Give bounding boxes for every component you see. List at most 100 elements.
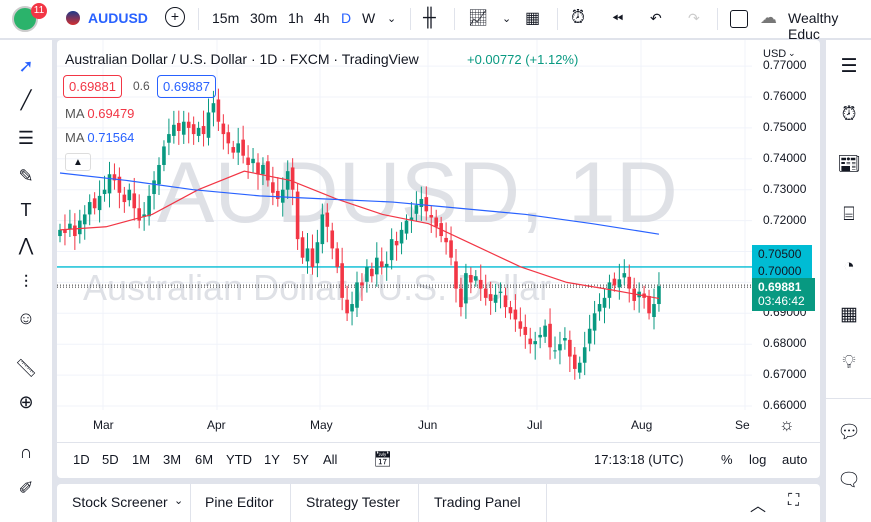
- alarm-clock-icon[interactable]: ⏰︎: [841, 104, 857, 125]
- hotlist-icon[interactable]: ⌸: [843, 204, 855, 225]
- calendar-icon[interactable]: ▦: [840, 304, 858, 325]
- interval-1h[interactable]: 1h: [288, 10, 304, 26]
- candle-body: [454, 261, 458, 289]
- collapse-legend-button[interactable]: ▲: [65, 153, 91, 171]
- candle-body: [632, 288, 636, 301]
- symbol-search[interactable]: AUDUSD: [88, 10, 148, 26]
- measure-icon[interactable]: ⫶: [23, 272, 29, 292]
- range-all[interactable]: All: [323, 452, 338, 467]
- cloud-icon[interactable]: ☁︎: [760, 8, 777, 27]
- tab-strategy-tester[interactable]: Strategy Tester: [306, 494, 400, 510]
- alert-icon[interactable]: ⏰︎: [571, 7, 586, 27]
- trend-line-icon[interactable]: ╱: [20, 90, 32, 110]
- tab-trading-panel[interactable]: Trading Panel: [434, 494, 521, 510]
- layout-name[interactable]: Wealthy Educ: [788, 10, 839, 42]
- currency-selector[interactable]: USD: [763, 48, 787, 60]
- candle-body: [127, 189, 132, 201]
- flame-icon[interactable]: ◔: [843, 256, 855, 277]
- fib-icon[interactable]: ☰: [17, 128, 35, 148]
- tab-pine-editor[interactable]: Pine Editor: [205, 494, 274, 510]
- watermark-symbol: AUDUSD, 1D: [157, 145, 678, 241]
- interval-30m[interactable]: 30m: [250, 10, 278, 26]
- chat-icon[interactable]: 💬︎: [836, 422, 862, 443]
- emoji-icon[interactable]: ☺: [16, 308, 36, 328]
- news-icon[interactable]: 📰︎: [836, 154, 862, 175]
- chevron-down-icon[interactable]: ⌄: [174, 495, 184, 507]
- ruler-icon[interactable]: 📏︎: [14, 358, 38, 378]
- goto-date-icon[interactable]: 📅︎: [373, 451, 393, 468]
- chart-panel[interactable]: AUDUSD, 1D Australian Dollar / U.S. Dolla…: [57, 40, 820, 478]
- candle-body: [469, 274, 473, 283]
- candles-chart-type-icon[interactable]: ╫: [423, 7, 436, 27]
- range-5y[interactable]: 5Y: [293, 452, 309, 467]
- range-ytd[interactable]: YTD: [226, 452, 252, 467]
- ma-fast-legend: MA 0.69479: [65, 106, 134, 121]
- candle-body: [488, 294, 493, 301]
- candle-body: [384, 263, 389, 267]
- replay-icon[interactable]: ⏪︎: [612, 10, 624, 26]
- candle-body: [172, 124, 176, 136]
- candle-body: [602, 297, 607, 308]
- watchlist-icon[interactable]: ☰: [840, 56, 858, 77]
- interval-15m[interactable]: 15m: [212, 10, 240, 26]
- text-icon[interactable]: T: [20, 200, 32, 220]
- auto-toggle[interactable]: auto: [782, 452, 808, 467]
- sell-button[interactable]: 0.69881: [63, 75, 122, 98]
- interval-w[interactable]: W: [362, 10, 376, 26]
- candle-body: [474, 276, 478, 281]
- percent-toggle[interactable]: %: [721, 452, 733, 467]
- price-tick: 0.67000: [763, 367, 807, 382]
- tab-stock-screener[interactable]: Stock Screener: [72, 494, 168, 510]
- divider: [826, 398, 871, 399]
- candle-body: [434, 217, 438, 227]
- settings-gear-icon[interactable]: ☼: [779, 415, 795, 434]
- candle-body: [379, 261, 384, 267]
- bottom-panel: Stock Screener ⌄ Pine Editor Strategy Te…: [57, 484, 820, 522]
- price-chart[interactable]: AUDUSD, 1D Australian Dollar / U.S. Dolla…: [57, 40, 820, 478]
- candle-body: [97, 195, 102, 211]
- currency-chevron-icon[interactable]: ⌄: [788, 48, 796, 58]
- candle-body: [563, 338, 567, 341]
- candle-body: [102, 189, 107, 195]
- compare-add-icon[interactable]: +: [165, 7, 185, 27]
- ideas-bulb-icon[interactable]: 💡︎: [842, 352, 856, 373]
- pattern-icon[interactable]: ⋀: [18, 235, 34, 255]
- utc-clock[interactable]: 17:13:18 (UTC): [594, 452, 684, 467]
- candle-body: [290, 167, 295, 190]
- candle-body: [647, 295, 651, 314]
- collapse-panel-icon[interactable]: ︿: [750, 498, 767, 515]
- log-toggle[interactable]: log: [749, 452, 767, 467]
- candle-body: [449, 240, 453, 258]
- brush-icon[interactable]: ✎: [18, 166, 34, 186]
- lock-draw-icon[interactable]: ✐: [18, 478, 34, 498]
- chevron-down-icon[interactable]: ⌄: [387, 13, 397, 25]
- range-6m[interactable]: 6M: [195, 452, 214, 467]
- candle-body: [657, 286, 661, 305]
- candle-body: [538, 334, 542, 338]
- range-1y[interactable]: 1Y: [264, 452, 280, 467]
- maximize-panel-icon[interactable]: ⛶: [788, 492, 800, 509]
- fullscreen-square-icon[interactable]: [730, 10, 748, 28]
- chevron-down-icon[interactable]: ⌄: [502, 13, 512, 25]
- candle-body: [444, 237, 448, 243]
- redo-icon[interactable]: ↷: [688, 10, 700, 26]
- candle-body: [276, 190, 280, 199]
- layouts-icon[interactable]: ▦: [525, 10, 541, 27]
- candle-body: [365, 266, 369, 282]
- undo-icon[interactable]: ↶: [650, 10, 662, 26]
- candle-body: [162, 146, 166, 165]
- zoom-in-icon[interactable]: ⊕: [18, 392, 34, 412]
- cursor-icon[interactable]: ➚: [18, 56, 34, 76]
- messages-icon[interactable]: 🗨︎: [836, 470, 862, 491]
- price-tick: 0.74000: [763, 150, 807, 165]
- candle-body: [196, 127, 201, 136]
- range-5d[interactable]: 5D: [102, 452, 119, 467]
- interval-4h[interactable]: 4h: [314, 10, 330, 26]
- range-1m[interactable]: 1M: [132, 452, 151, 467]
- indicators-icon[interactable]: 📈︎: [468, 10, 489, 27]
- range-3m[interactable]: 3M: [163, 452, 182, 467]
- buy-button[interactable]: 0.69887: [157, 75, 216, 98]
- range-1d[interactable]: 1D: [73, 452, 90, 467]
- interval-d[interactable]: D: [341, 10, 352, 26]
- magnet-icon[interactable]: ∩: [19, 442, 33, 462]
